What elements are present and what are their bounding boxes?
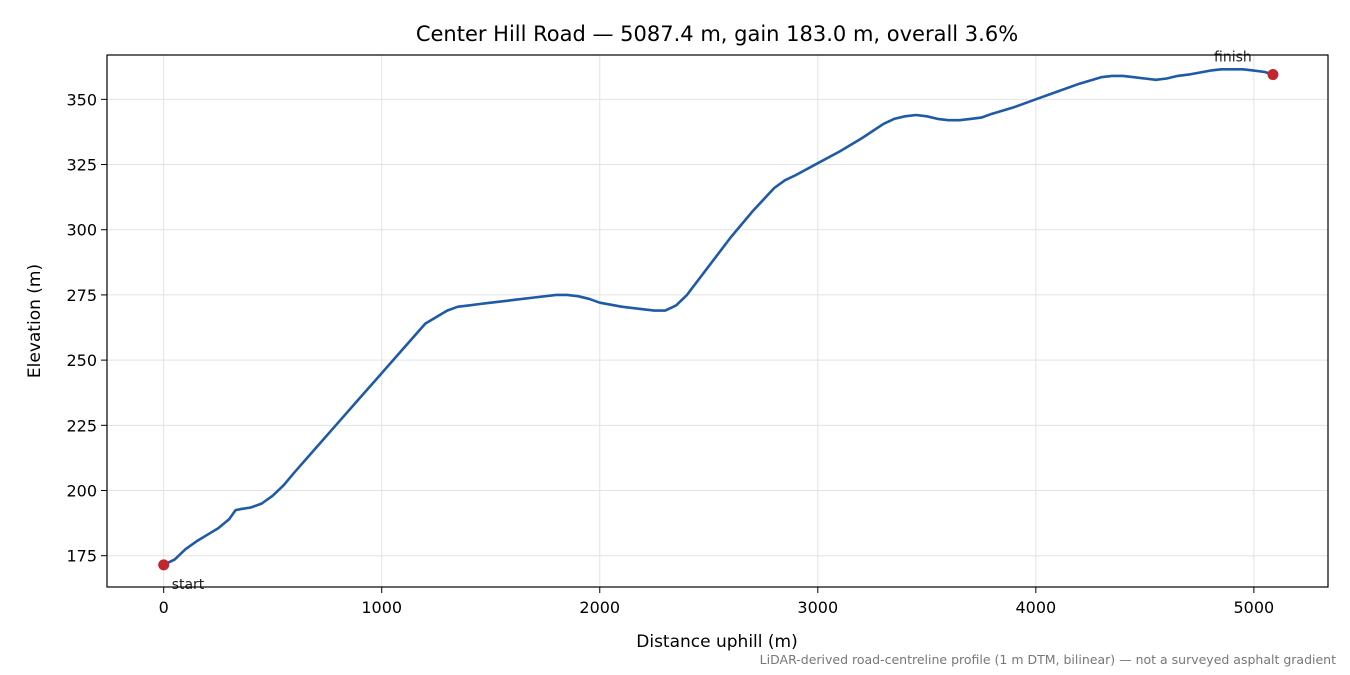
- finish-marker: [1267, 69, 1279, 81]
- markers-layer: start finish: [158, 50, 1279, 593]
- y-tick-label: 225: [66, 416, 97, 435]
- y-tick-label: 200: [66, 482, 97, 501]
- x-tick-label: 5000: [1234, 598, 1275, 617]
- start-label: start: [172, 577, 205, 593]
- x-tick-label: 3000: [797, 598, 838, 617]
- chart-title: Center Hill Road — 5087.4 m, gain 183.0 …: [416, 22, 1018, 46]
- plot-area-frame: [106, 54, 1329, 588]
- grid-lines: [107, 55, 1328, 587]
- axis-ticks: 0 1000 2000 3000 4000 5000 175 200 225 250 275 300 3…: [66, 90, 1274, 617]
- footnote: LiDAR-derived road-centreline profile (1…: [760, 652, 1336, 667]
- y-tick-label: 250: [66, 351, 97, 370]
- elevation-series-line: [162, 68, 1275, 567]
- start-marker: [158, 559, 170, 571]
- y-tick-label: 275: [66, 286, 97, 305]
- y-tick-label: 300: [66, 221, 97, 240]
- x-axis-label: Distance uphill (m): [636, 632, 797, 652]
- x-tick-label: 2000: [579, 598, 620, 617]
- finish-label: finish: [1214, 50, 1252, 66]
- y-tick-label: 175: [66, 547, 97, 566]
- y-tick-label: 325: [66, 156, 97, 175]
- x-tick-label: 0: [159, 598, 169, 617]
- y-axis-label: Elevation (m): [25, 264, 45, 378]
- series-layer: [162, 68, 1275, 567]
- x-tick-label: 4000: [1015, 598, 1056, 617]
- y-tick-label: 350: [66, 90, 97, 109]
- x-tick-label: 1000: [361, 598, 402, 617]
